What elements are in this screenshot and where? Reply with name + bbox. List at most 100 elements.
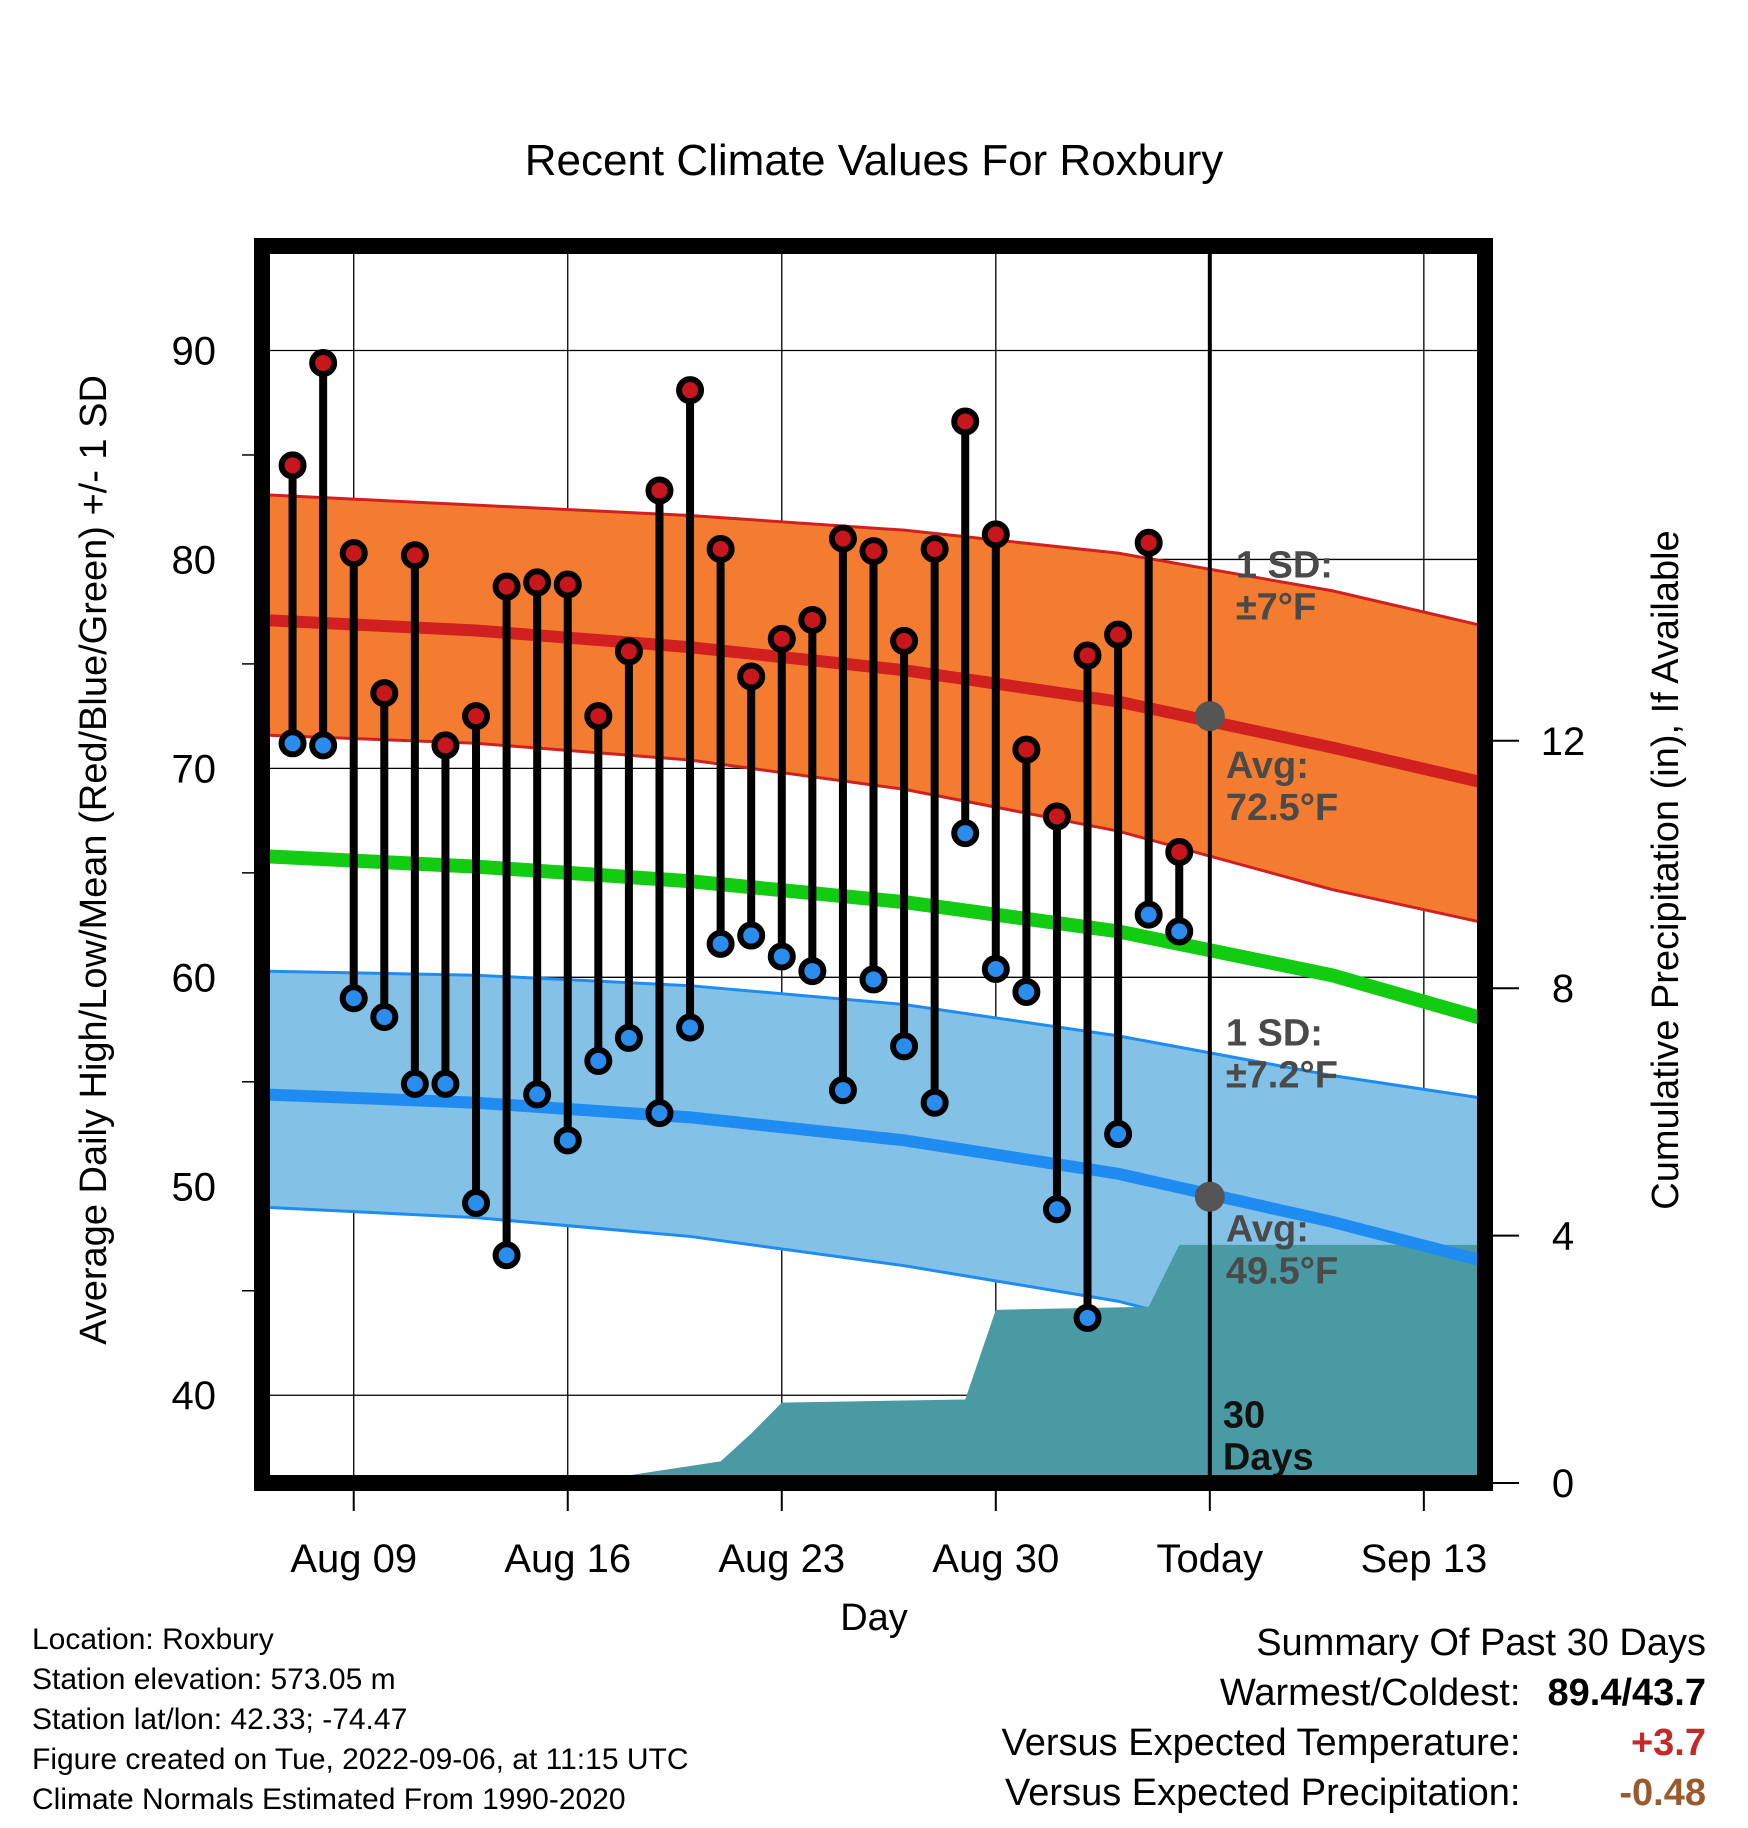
- plot-area: 1 SD: ±7°F Avg: 72.5°F 1 SD: ±7.2°F Avg: 49.5°F…: [172, 238, 1586, 1581]
- daily-high-point: [737, 662, 766, 691]
- daily-low-point: [767, 942, 796, 971]
- y-tick-label-left: 90: [172, 329, 217, 373]
- x-tick-label: Aug 16: [504, 1537, 631, 1581]
- daily-low-point: [951, 819, 980, 848]
- daily-high-point: [1012, 735, 1041, 764]
- daily-low-point: [1165, 917, 1194, 946]
- x-tick-label: Aug 09: [290, 1537, 417, 1581]
- daily-low-point: [553, 1126, 582, 1155]
- low-sd-annotation: 1 SD: ±7.2°F: [1226, 1012, 1338, 1096]
- daily-low-point: [890, 1032, 919, 1061]
- daily-high-point: [981, 520, 1010, 549]
- daily-low-point: [1073, 1303, 1102, 1332]
- daily-high-point: [1073, 641, 1102, 670]
- daily-low-point: [981, 954, 1010, 983]
- temp-anomaly-value: +3.7: [1630, 1722, 1706, 1764]
- daily-high-point: [951, 407, 980, 436]
- daily-low-point: [400, 1069, 429, 1098]
- summary-row-warm-cold: Warmest/Coldest: 89.4/43.7: [1002, 1668, 1706, 1718]
- daily-low-point: [370, 1003, 399, 1032]
- daily-high-point: [706, 534, 735, 563]
- y-tick-label-left: 70: [172, 747, 217, 791]
- created-text: Figure created on Tue, 2022-09-06, at 11…: [32, 1743, 689, 1776]
- y-tick-label-left: 50: [172, 1165, 217, 1209]
- daily-low-point: [676, 1013, 705, 1042]
- daily-low-point: [706, 929, 735, 958]
- daily-high-point: [431, 731, 460, 760]
- daily-high-point: [676, 376, 705, 405]
- precip-anomaly-label: Versus Expected Precipitation:: [1005, 1772, 1521, 1814]
- daily-low-point: [798, 957, 827, 986]
- daily-low-point: [1104, 1120, 1133, 1149]
- daily-low-point: [431, 1069, 460, 1098]
- daily-high-point: [1042, 802, 1071, 831]
- chart-title: Recent Climate Values For Roxbury: [525, 136, 1224, 185]
- y-tick-label-right: 12: [1541, 720, 1586, 764]
- daily-low-point: [278, 729, 307, 758]
- daily-low-point: [1012, 977, 1041, 1006]
- daily-high-point: [1134, 528, 1163, 557]
- y-tick-label-right: 4: [1552, 1215, 1574, 1259]
- y-tick-label-left: 40: [172, 1374, 217, 1418]
- station-info: Location: Roxbury Station elevation: 573…: [32, 1620, 689, 1820]
- daily-low-point: [1042, 1195, 1071, 1224]
- elevation-text: Station elevation: 573.05 m: [32, 1663, 396, 1696]
- daily-high-point: [1165, 837, 1194, 866]
- today-low-avg-point: [1194, 1181, 1225, 1212]
- daily-high-point: [309, 349, 338, 378]
- daily-high-point: [523, 568, 552, 597]
- y-tick-label-right: 0: [1552, 1462, 1574, 1506]
- daily-high-point: [339, 539, 368, 568]
- high-sd-annotation: 1 SD: ±7°F: [1236, 544, 1333, 628]
- daily-high-point: [828, 524, 857, 553]
- daily-low-point: [309, 731, 338, 760]
- daily-low-point: [523, 1080, 552, 1109]
- daily-low-point: [462, 1189, 491, 1218]
- daily-high-point: [1104, 620, 1133, 649]
- plot-frame: [254, 238, 1493, 1491]
- window-days-annotation: 30 Days: [1223, 1395, 1314, 1479]
- y-axis-label-right: Cumulative Precipitation (in), If Availa…: [1645, 530, 1687, 1209]
- warm-cold-label: Warmest/Coldest:: [1219, 1672, 1521, 1714]
- daily-low-point: [584, 1046, 613, 1075]
- normals-text: Climate Normals Estimated From 1990-2020: [32, 1783, 626, 1816]
- daily-high-point: [890, 626, 919, 655]
- summary-heading: Summary Of Past 30 Days: [1256, 1622, 1706, 1664]
- daily-high-point: [400, 541, 429, 570]
- summary-panel: Summary Of Past 30 Days Warmest/Coldest:…: [1002, 1618, 1706, 1818]
- daily-high-point: [584, 702, 613, 731]
- y-axis-label-left: Average Daily High/Low/Mean (Red/Blue/Gr…: [73, 375, 115, 1345]
- daily-low-point: [492, 1241, 521, 1270]
- daily-high-point: [920, 534, 949, 563]
- summary-row-precipitation: Versus Expected Precipitation: -0.48: [1002, 1768, 1706, 1818]
- precip-anomaly-value: -0.48: [1619, 1772, 1706, 1814]
- daily-high-point: [462, 702, 491, 731]
- daily-low-point: [339, 984, 368, 1013]
- daily-low-point: [828, 1076, 857, 1105]
- daily-low-point: [1134, 900, 1163, 929]
- daily-low-point: [920, 1088, 949, 1117]
- x-tick-label: Today: [1156, 1537, 1263, 1581]
- precipitation-area: [262, 1244, 1485, 1483]
- normal-high-sd-band-upper-edge: [262, 493, 1485, 628]
- daily-high-point: [645, 476, 674, 505]
- summary-row-temperature: Versus Expected Temperature: +3.7: [1002, 1718, 1706, 1768]
- x-axis-label: Day: [840, 1597, 908, 1639]
- plot-inner: [262, 246, 1485, 1483]
- daily-high-point: [278, 451, 307, 480]
- daily-high-point: [859, 537, 888, 566]
- daily-high-point: [767, 624, 796, 653]
- today-high-avg-point: [1194, 701, 1225, 732]
- y-tick-label-right: 8: [1552, 967, 1574, 1011]
- y-tick-label-left: 60: [172, 956, 217, 1000]
- daily-low-point: [737, 921, 766, 950]
- daily-low-point: [859, 965, 888, 994]
- warm-cold-value: 89.4/43.7: [1547, 1672, 1706, 1714]
- daily-high-point: [553, 570, 582, 599]
- daily-low-point: [645, 1099, 674, 1128]
- latlon-text: Station lat/lon: 42.33; -74.47: [32, 1703, 408, 1736]
- daily-low-point: [614, 1023, 643, 1052]
- temp-anomaly-label: Versus Expected Temperature:: [1001, 1722, 1521, 1764]
- daily-high-point: [370, 679, 399, 708]
